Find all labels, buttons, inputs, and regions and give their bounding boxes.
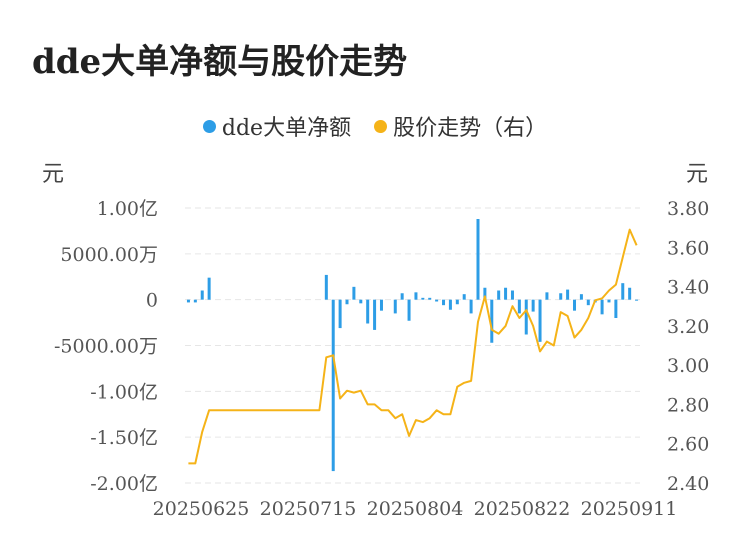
dde-bar <box>614 299 618 318</box>
dde-bar <box>331 299 335 472</box>
legend-item-dde[interactable]: dde大单净额 <box>202 110 352 142</box>
dde-bar <box>338 299 342 329</box>
dde-bar <box>531 299 535 312</box>
dde-bar <box>504 287 508 300</box>
dde-bar <box>559 293 563 300</box>
dde-bar <box>607 299 611 303</box>
legend: dde大单净额 股价走势（右） <box>0 110 750 142</box>
dde-bar <box>469 299 473 314</box>
dde-bar <box>207 277 211 300</box>
right-tick-label: 2.40 <box>667 473 709 495</box>
dde-bar <box>428 297 432 300</box>
right-tick-label: 3.00 <box>667 355 709 377</box>
dde-bar <box>421 297 425 300</box>
dde-bar <box>524 299 528 335</box>
x-tick-label: 20250804 <box>367 498 464 520</box>
dde-bar <box>373 299 377 330</box>
x-tick-label: 20250911 <box>581 498 678 520</box>
dde-bar <box>407 299 411 321</box>
dde-bar <box>490 299 494 343</box>
dde-bar <box>442 299 446 306</box>
right-tick-label: 2.60 <box>667 434 709 456</box>
legend-dot-dde <box>202 120 216 133</box>
dde-bar <box>379 299 383 311</box>
x-tick-label: 20250822 <box>474 498 571 520</box>
right-tick-label: 3.20 <box>667 316 709 338</box>
left-axis-ticks: 1.00亿 5000.00万 0 -5000.00万 -1.00亿 -1.50亿 -2.00… <box>54 198 158 495</box>
dde-bar <box>586 299 590 306</box>
right-tick-label: 2.80 <box>667 394 709 416</box>
right-axis-unit: 元 <box>686 162 709 187</box>
dde-bar <box>400 293 404 300</box>
dde-bar <box>579 294 583 300</box>
chart-title: dde大单净额与股价走势 <box>32 42 408 82</box>
dde-bar <box>186 299 190 303</box>
dde-bar <box>359 299 363 304</box>
left-tick-label: 0 <box>146 290 158 312</box>
x-axis-ticks: 20250625 20250715 20250804 20250822 20250911 <box>153 498 678 520</box>
right-tick-label: 3.60 <box>667 237 709 259</box>
dde-bar <box>393 299 397 314</box>
dde-bar <box>366 299 370 324</box>
right-tick-label: 3.40 <box>667 277 709 299</box>
dde-bar <box>573 299 577 311</box>
dde-bar <box>600 299 604 315</box>
dde-bar <box>462 294 466 300</box>
x-tick-label: 20250625 <box>153 498 250 520</box>
dde-bar <box>628 287 632 300</box>
dde-bar <box>517 299 521 314</box>
right-axis-ticks: 3.80 3.60 3.40 3.20 3.00 2.80 2.60 2.40 <box>667 198 709 495</box>
price-line <box>188 228 638 465</box>
dde-bar <box>200 290 204 300</box>
legend-label-price: 股价走势（右） <box>393 116 548 141</box>
dde-bar <box>476 219 480 300</box>
legend-label-dde: dde大单净额 <box>221 116 352 141</box>
x-tick-label: 20250715 <box>260 498 357 520</box>
left-tick-label: 5000.00万 <box>60 244 158 266</box>
bar-series <box>186 219 639 472</box>
dde-bar <box>566 289 570 300</box>
dde-bar <box>193 299 197 303</box>
dde-bar <box>510 290 514 300</box>
left-tick-label: -2.00亿 <box>90 473 158 495</box>
dde-bar <box>635 299 639 301</box>
dde-bar <box>345 299 349 305</box>
dde-bar <box>621 283 625 300</box>
dde-bar <box>545 292 549 300</box>
grid-lines <box>185 207 640 484</box>
dde-bar <box>414 292 418 300</box>
dde-bar <box>435 299 439 302</box>
dde-bar <box>483 287 487 300</box>
left-tick-label: -1.00亿 <box>90 381 158 403</box>
legend-dot-price <box>374 120 388 133</box>
dde-bar <box>455 299 459 305</box>
dde-bar <box>538 299 542 342</box>
dde-bar <box>497 290 501 300</box>
right-tick-label: 3.80 <box>667 198 709 220</box>
left-tick-label: 1.00亿 <box>97 198 158 220</box>
dde-bar <box>324 274 328 300</box>
line-series <box>188 228 638 465</box>
left-axis-unit: 元 <box>42 162 65 187</box>
dde-bar <box>448 299 452 310</box>
dde-bar <box>352 286 356 300</box>
legend-item-price[interactable]: 股价走势（右） <box>374 110 547 142</box>
left-tick-label: -5000.00万 <box>54 336 158 358</box>
left-tick-label: -1.50亿 <box>90 427 158 449</box>
